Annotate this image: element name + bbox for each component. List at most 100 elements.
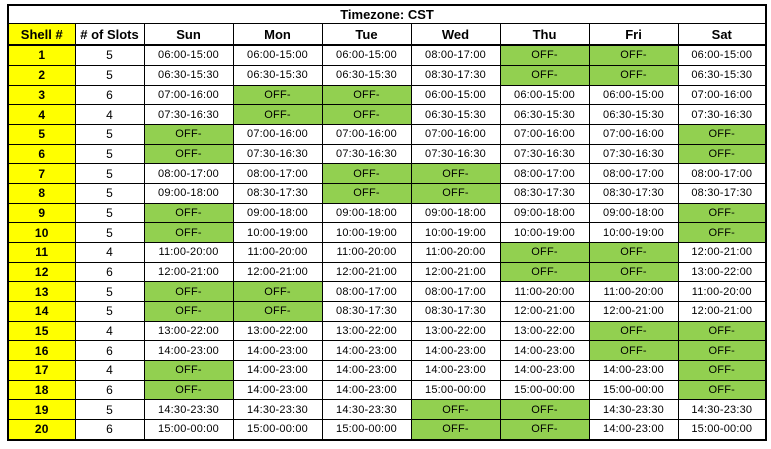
shift-time-cell[interactable]: 07:00-16:00 — [232, 123, 323, 145]
shell-number-cell[interactable]: 16 — [7, 340, 76, 361]
shift-time-cell[interactable]: 07:30-16:30 — [143, 104, 234, 125]
shift-time-cell[interactable]: 14:00-23:00 — [143, 340, 234, 361]
shift-time-cell[interactable]: 09:00-18:00 — [410, 202, 501, 224]
off-cell[interactable]: OFF- — [588, 261, 679, 283]
shift-time-cell[interactable]: 11:00-20:00 — [232, 241, 323, 263]
shift-time-cell[interactable]: 06:00-15:00 — [232, 44, 323, 66]
shift-time-cell[interactable]: 12:00-21:00 — [588, 300, 679, 322]
shift-time-cell[interactable]: 06:00-15:00 — [321, 44, 412, 66]
shell-number-cell[interactable]: 6 — [7, 143, 76, 165]
off-cell[interactable]: OFF- — [499, 261, 590, 283]
off-cell[interactable]: OFF- — [321, 163, 412, 184]
shell-number-cell[interactable]: 5 — [7, 123, 76, 145]
off-cell[interactable]: OFF- — [499, 241, 590, 263]
shift-time-cell[interactable]: 15:00-00:00 — [499, 379, 590, 401]
shift-time-cell[interactable]: 13:00-22:00 — [499, 320, 590, 342]
off-cell[interactable]: OFF- — [143, 222, 234, 243]
shell-number-cell[interactable]: 2 — [7, 64, 76, 86]
off-cell[interactable]: OFF- — [677, 222, 767, 243]
shift-time-cell[interactable]: 06:00-15:00 — [499, 84, 590, 106]
slots-cell[interactable]: 5 — [74, 64, 145, 86]
off-cell[interactable]: OFF- — [677, 379, 767, 401]
shift-time-cell[interactable]: 10:00-19:00 — [410, 222, 501, 243]
shell-number-cell[interactable]: 11 — [7, 241, 76, 263]
shift-time-cell[interactable]: 14:00-23:00 — [321, 340, 412, 361]
shift-time-cell[interactable]: 07:30-16:30 — [232, 143, 323, 165]
shell-number-cell[interactable]: 13 — [7, 281, 76, 302]
off-cell[interactable]: OFF- — [321, 84, 412, 106]
shift-time-cell[interactable]: 13:00-22:00 — [232, 320, 323, 342]
shift-time-cell[interactable]: 15:00-00:00 — [677, 418, 767, 441]
shift-time-cell[interactable]: 08:30-17:30 — [588, 182, 679, 204]
off-cell[interactable]: OFF- — [232, 281, 323, 302]
shift-time-cell[interactable]: 06:30-15:30 — [410, 104, 501, 125]
off-cell[interactable]: OFF- — [143, 202, 234, 224]
off-cell[interactable]: OFF- — [232, 84, 323, 106]
shift-time-cell[interactable]: 14:00-23:00 — [410, 340, 501, 361]
shift-time-cell[interactable]: 08:00-17:00 — [588, 163, 679, 184]
off-cell[interactable]: OFF- — [677, 202, 767, 224]
slots-cell[interactable]: 6 — [74, 84, 145, 106]
shift-time-cell[interactable]: 08:30-17:30 — [232, 182, 323, 204]
shift-time-cell[interactable]: 14:00-23:00 — [232, 359, 323, 381]
off-cell[interactable]: OFF- — [143, 359, 234, 381]
shell-number-cell[interactable]: 19 — [7, 399, 76, 420]
off-cell[interactable]: OFF- — [588, 241, 679, 263]
shift-time-cell[interactable]: 07:00-16:00 — [677, 84, 767, 106]
shift-time-cell[interactable]: 07:00-16:00 — [143, 84, 234, 106]
slots-cell[interactable]: 6 — [74, 379, 145, 401]
shift-time-cell[interactable]: 12:00-21:00 — [143, 261, 234, 283]
shell-number-cell[interactable]: 20 — [7, 418, 76, 441]
slots-cell[interactable]: 5 — [74, 163, 145, 184]
shift-time-cell[interactable]: 14:00-23:00 — [588, 418, 679, 441]
shift-time-cell[interactable]: 15:00-00:00 — [410, 379, 501, 401]
shell-number-cell[interactable]: 3 — [7, 84, 76, 106]
shift-time-cell[interactable]: 15:00-00:00 — [588, 379, 679, 401]
slots-cell[interactable]: 5 — [74, 281, 145, 302]
shift-time-cell[interactable]: 06:00-15:00 — [143, 44, 234, 66]
shift-time-cell[interactable]: 14:00-23:00 — [232, 379, 323, 401]
shift-time-cell[interactable]: 11:00-20:00 — [410, 241, 501, 263]
off-cell[interactable]: OFF- — [677, 143, 767, 165]
shift-time-cell[interactable]: 14:00-23:00 — [499, 340, 590, 361]
shift-time-cell[interactable]: 14:30-23:30 — [677, 399, 767, 420]
shift-time-cell[interactable]: 15:00-00:00 — [143, 418, 234, 441]
shift-time-cell[interactable]: 11:00-20:00 — [588, 281, 679, 302]
shift-time-cell[interactable]: 14:00-23:00 — [588, 359, 679, 381]
shift-time-cell[interactable]: 11:00-20:00 — [143, 241, 234, 263]
shift-time-cell[interactable]: 12:00-21:00 — [232, 261, 323, 283]
off-cell[interactable]: OFF- — [588, 64, 679, 86]
shift-time-cell[interactable]: 11:00-20:00 — [321, 241, 412, 263]
shell-number-cell[interactable]: 7 — [7, 163, 76, 184]
shift-time-cell[interactable]: 08:00-17:00 — [677, 163, 767, 184]
shift-time-cell[interactable]: 08:30-17:30 — [321, 300, 412, 322]
slots-cell[interactable]: 4 — [74, 359, 145, 381]
shift-time-cell[interactable]: 12:00-21:00 — [321, 261, 412, 283]
shell-number-cell[interactable]: 17 — [7, 359, 76, 381]
shift-time-cell[interactable]: 07:00-16:00 — [499, 123, 590, 145]
shift-time-cell[interactable]: 09:00-18:00 — [499, 202, 590, 224]
off-cell[interactable]: OFF- — [499, 44, 590, 66]
off-cell[interactable]: OFF- — [410, 418, 501, 441]
shift-time-cell[interactable]: 10:00-19:00 — [232, 222, 323, 243]
slots-cell[interactable]: 5 — [74, 202, 145, 224]
shift-time-cell[interactable]: 14:00-23:00 — [321, 359, 412, 381]
slots-cell[interactable]: 5 — [74, 222, 145, 243]
slots-cell[interactable]: 6 — [74, 418, 145, 441]
shell-number-cell[interactable]: 15 — [7, 320, 76, 342]
off-cell[interactable]: OFF- — [499, 418, 590, 441]
shift-time-cell[interactable]: 08:00-17:00 — [232, 163, 323, 184]
off-cell[interactable]: OFF- — [677, 340, 767, 361]
shift-time-cell[interactable]: 06:30-15:30 — [143, 64, 234, 86]
off-cell[interactable]: OFF- — [499, 64, 590, 86]
shift-time-cell[interactable]: 12:00-21:00 — [499, 300, 590, 322]
off-cell[interactable]: OFF- — [588, 44, 679, 66]
shift-time-cell[interactable]: 13:00-22:00 — [677, 261, 767, 283]
shift-time-cell[interactable]: 14:30-23:30 — [143, 399, 234, 420]
slots-cell[interactable]: 5 — [74, 123, 145, 145]
shift-time-cell[interactable]: 06:00-15:00 — [410, 84, 501, 106]
slots-cell[interactable]: 6 — [74, 261, 145, 283]
shift-time-cell[interactable]: 10:00-19:00 — [321, 222, 412, 243]
shift-time-cell[interactable]: 08:30-17:30 — [410, 300, 501, 322]
off-cell[interactable]: OFF- — [410, 182, 501, 204]
